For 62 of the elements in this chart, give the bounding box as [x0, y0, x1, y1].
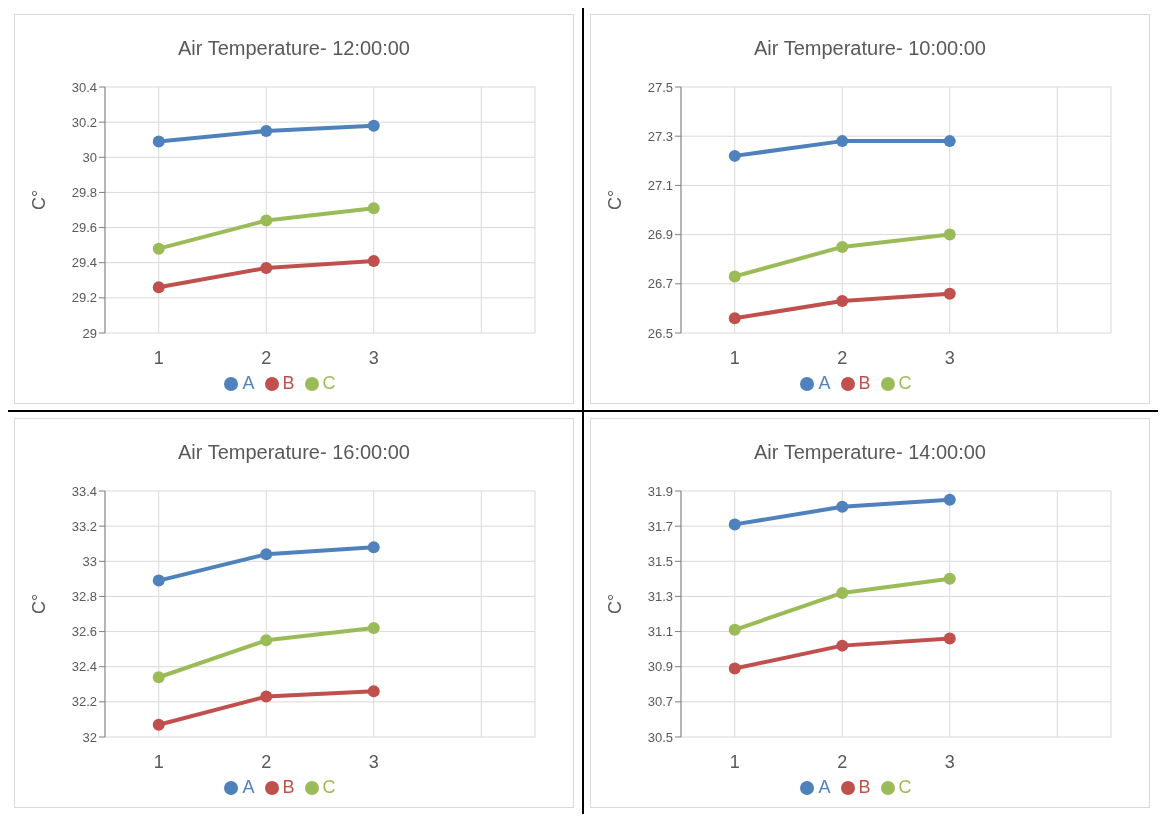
legend-label: B — [858, 373, 871, 393]
y-tick-label: 32 — [82, 729, 97, 745]
y-tick-label: 31.3 — [647, 589, 673, 605]
y-tick-label: 33 — [82, 553, 97, 569]
y-tick-label: 29.2 — [71, 290, 97, 306]
y-tick-label: 32.8 — [71, 589, 97, 605]
legend-label: C — [898, 373, 912, 393]
y-tick-label: 32.2 — [71, 694, 97, 710]
y-axis-title: C° — [605, 593, 626, 614]
x-tick-label: 1 — [729, 751, 740, 772]
y-tick-label: 32.6 — [71, 624, 97, 640]
y-tick-label: 31.5 — [647, 553, 673, 569]
chart-title: Air Temperature- 14:00:00 — [753, 441, 987, 465]
y-tick-label: 27.3 — [647, 128, 673, 144]
x-tick-label: 3 — [944, 347, 955, 368]
x-tick-label: 2 — [837, 751, 848, 772]
chart-title: Air Temperature- 10:00:00 — [753, 37, 987, 61]
x-tick-label: 1 — [153, 347, 164, 368]
y-tick-label: 33.4 — [71, 483, 97, 499]
y-tick-label: 30.5 — [647, 729, 673, 745]
chart-title: Air Temperature- 12:00:00 — [177, 37, 411, 61]
y-tick-label: 30.2 — [71, 114, 97, 130]
y-tick-label: 29.8 — [71, 185, 97, 201]
x-tick-label: 2 — [261, 347, 272, 368]
x-tick-label: 3 — [944, 751, 955, 772]
legend-label: A — [818, 373, 831, 393]
legend-label: B — [858, 777, 871, 797]
legend-label: C — [898, 777, 912, 797]
y-tick-label: 31.1 — [647, 624, 673, 640]
legend-label: A — [242, 373, 255, 393]
x-tick-label: 1 — [153, 751, 164, 772]
y-tick-label: 31.9 — [647, 483, 673, 499]
y-axis-title: C° — [29, 189, 50, 210]
y-tick-label: 27.1 — [647, 178, 673, 194]
y-tick-label: 30.7 — [647, 694, 673, 710]
x-tick-label: 3 — [368, 347, 379, 368]
y-tick-label: 30 — [82, 149, 97, 165]
y-tick-label: 26.5 — [647, 325, 673, 341]
legend-label: B — [282, 373, 295, 393]
legend-label: A — [818, 777, 831, 797]
y-tick-label: 29 — [82, 325, 97, 341]
y-tick-label: 32.4 — [71, 659, 97, 675]
y-tick-label: 31.7 — [647, 518, 673, 534]
legend-label: C — [322, 777, 336, 797]
legend-label: B — [282, 777, 295, 797]
y-tick-label: 33.2 — [71, 518, 97, 534]
legend-label: A — [242, 777, 255, 797]
x-tick-label: 1 — [729, 347, 740, 368]
y-tick-label: 30.9 — [647, 659, 673, 675]
x-tick-label: 2 — [261, 751, 272, 772]
y-tick-label: 26.7 — [647, 276, 673, 292]
y-axis-title: C° — [605, 189, 626, 210]
y-tick-label: 27.5 — [647, 79, 673, 95]
y-axis-title: C° — [29, 593, 50, 614]
y-tick-label: 29.6 — [71, 220, 97, 236]
y-tick-label: 29.4 — [71, 255, 97, 271]
x-tick-label: 2 — [837, 347, 848, 368]
y-tick-label: 26.9 — [647, 227, 673, 243]
y-tick-label: 30.4 — [71, 79, 97, 95]
x-tick-label: 3 — [368, 751, 379, 772]
legend-label: C — [322, 373, 336, 393]
chart-title: Air Temperature- 16:00:00 — [177, 441, 411, 465]
